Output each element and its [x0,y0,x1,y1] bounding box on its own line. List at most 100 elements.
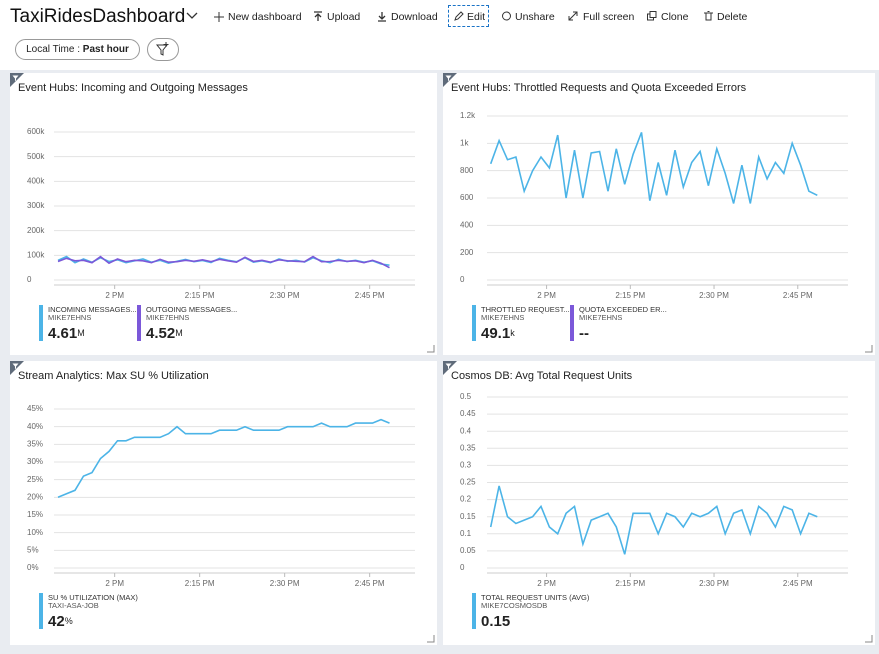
tile[interactable]: Event Hubs: Throttled Requests and Quota… [443,73,875,355]
legend-total-value: 42 [48,613,65,630]
legend-total-unit: M [175,328,183,338]
legend-swatch [39,305,43,341]
filter-glyph [445,75,452,81]
legend-total-value: 4.52 [146,325,175,342]
tile[interactable]: Stream Analytics: Max SU % Utilization 0%… [10,361,437,645]
tile[interactable]: Cosmos DB: Avg Total Request Units 0 0.05 0… [443,361,875,645]
dashboard-title: TaxiRidesDashboard [10,6,186,27]
y-tick-label: 0 [460,563,465,572]
legend-resource: MIKE7EHNS [48,313,91,322]
x-tick-label: 2:45 PM [355,579,385,588]
legend-total-unit: % [65,616,73,626]
series-line [489,485,818,555]
full-screen-button[interactable]: Full screen [583,11,635,23]
edit-button[interactable]: Edit [467,11,486,23]
y-tick-label: 400k [27,176,45,185]
tile[interactable]: Event Hubs: Incoming and Outgoing Messag… [10,73,437,355]
icon-clone [647,11,657,21]
tile-chart: Event Hubs: Throttled Requests and Quota… [443,73,873,353]
tile-title: Cosmos DB: Avg Total Request Units [451,370,633,382]
delete-button[interactable]: Delete [717,11,748,23]
x-tick-label: 2:15 PM [615,579,645,588]
x-tick-label: 2:45 PM [783,291,813,300]
x-tick-label: 2:15 PM [185,579,215,588]
y-tick-label: 15% [27,510,43,519]
legend-total-value: 4.61 [48,325,77,342]
x-tick-label: 2:30 PM [270,579,300,588]
y-tick-label: 30% [27,457,43,466]
y-tick-label: 0.15 [460,512,476,521]
x-tick-label: 2:30 PM [699,579,729,588]
legend-name: OUTGOING MESSAGES... [146,305,237,314]
clone-button[interactable]: Clone [661,11,689,23]
legend-resource: MIKE7COSMOSDB [481,601,547,610]
tile-title: Stream Analytics: Max SU % Utilization [18,370,209,382]
x-tick-label: 2:45 PM [783,579,813,588]
edit-focus [448,5,489,27]
legend-name: INCOMING MESSAGES... [48,305,137,314]
y-tick-label: 300k [27,201,45,210]
resize-handle [865,635,873,643]
tile-area: Event Hubs: Incoming and Outgoing Messag… [0,70,879,654]
y-tick-label: 20% [27,492,43,501]
icon-fullscreen [568,11,578,21]
legend-total: 4.61M [48,325,85,342]
legend-swatch [472,593,476,629]
icon-new [214,12,224,22]
y-tick-label: 0.5 [460,392,472,401]
tile-chart: Event Hubs: Incoming and Outgoing Messag… [10,73,435,353]
y-tick-label: 1k [460,138,469,147]
icon-unshare [502,11,511,21]
legend-resource: MIKE7EHNS [481,313,524,322]
series-line [57,418,390,499]
y-tick-label: 600k [27,127,45,136]
y-tick-label: 0.25 [460,478,476,487]
new-dashboard-button[interactable]: New dashboard [228,11,302,23]
y-tick-label: 0.45 [460,409,476,418]
filter-glyph [12,75,19,81]
y-tick-label: 45% [27,404,43,413]
y-tick-label: 400 [460,220,474,229]
icon-download [378,12,386,22]
x-tick-label: 2:15 PM [615,291,645,300]
icon-upload [314,11,322,21]
tile-chart: Cosmos DB: Avg Total Request Units 0 0.05 0… [443,361,873,643]
legend-resource: TAXI-ASA-JOB [48,601,99,610]
y-tick-label: 0.1 [460,529,472,538]
legend-total: -- [579,325,589,342]
x-tick-label: 2 PM [105,291,124,300]
y-tick-label: 1.2k [460,111,476,120]
y-tick-label: 200k [27,226,45,235]
filter-glyph [445,363,452,369]
series-line [57,255,390,269]
tile-title: Event Hubs: Incoming and Outgoing Messag… [18,82,248,94]
legend-swatch [472,305,476,341]
x-tick-label: 2:15 PM [185,291,215,300]
title-chevron[interactable] [186,12,198,20]
filter-value: Past hour [82,44,129,55]
icon-edit [454,11,464,21]
y-tick-label: 0% [27,563,39,572]
y-tick-label: 0.05 [460,546,476,555]
series-line [489,132,818,204]
tile-title: Event Hubs: Throttled Requests and Quota… [451,82,747,94]
upload-button[interactable]: Upload [327,11,361,23]
x-tick-label: 2 PM [537,579,556,588]
y-tick-label: 200 [460,248,474,257]
download-button[interactable]: Download [391,11,438,23]
y-tick-label: 40% [27,422,43,431]
legend-swatch [570,305,574,341]
legend-name: TOTAL REQUEST UNITS (AVG) [481,593,590,602]
legend-total: 49.1k [481,325,515,342]
unshare-button[interactable]: Unshare [515,11,555,23]
resize-handle [427,635,435,643]
add-filter-button[interactable] [147,38,179,61]
x-tick-label: 2:30 PM [270,291,300,300]
x-tick-label: 2:30 PM [699,291,729,300]
time-filter-pill[interactable]: Local Time : Past hour [15,39,140,60]
y-tick-label: 600 [460,193,474,202]
x-tick-label: 2 PM [105,579,124,588]
y-tick-label: 35% [27,439,43,448]
legend-total-value: -- [579,325,589,342]
